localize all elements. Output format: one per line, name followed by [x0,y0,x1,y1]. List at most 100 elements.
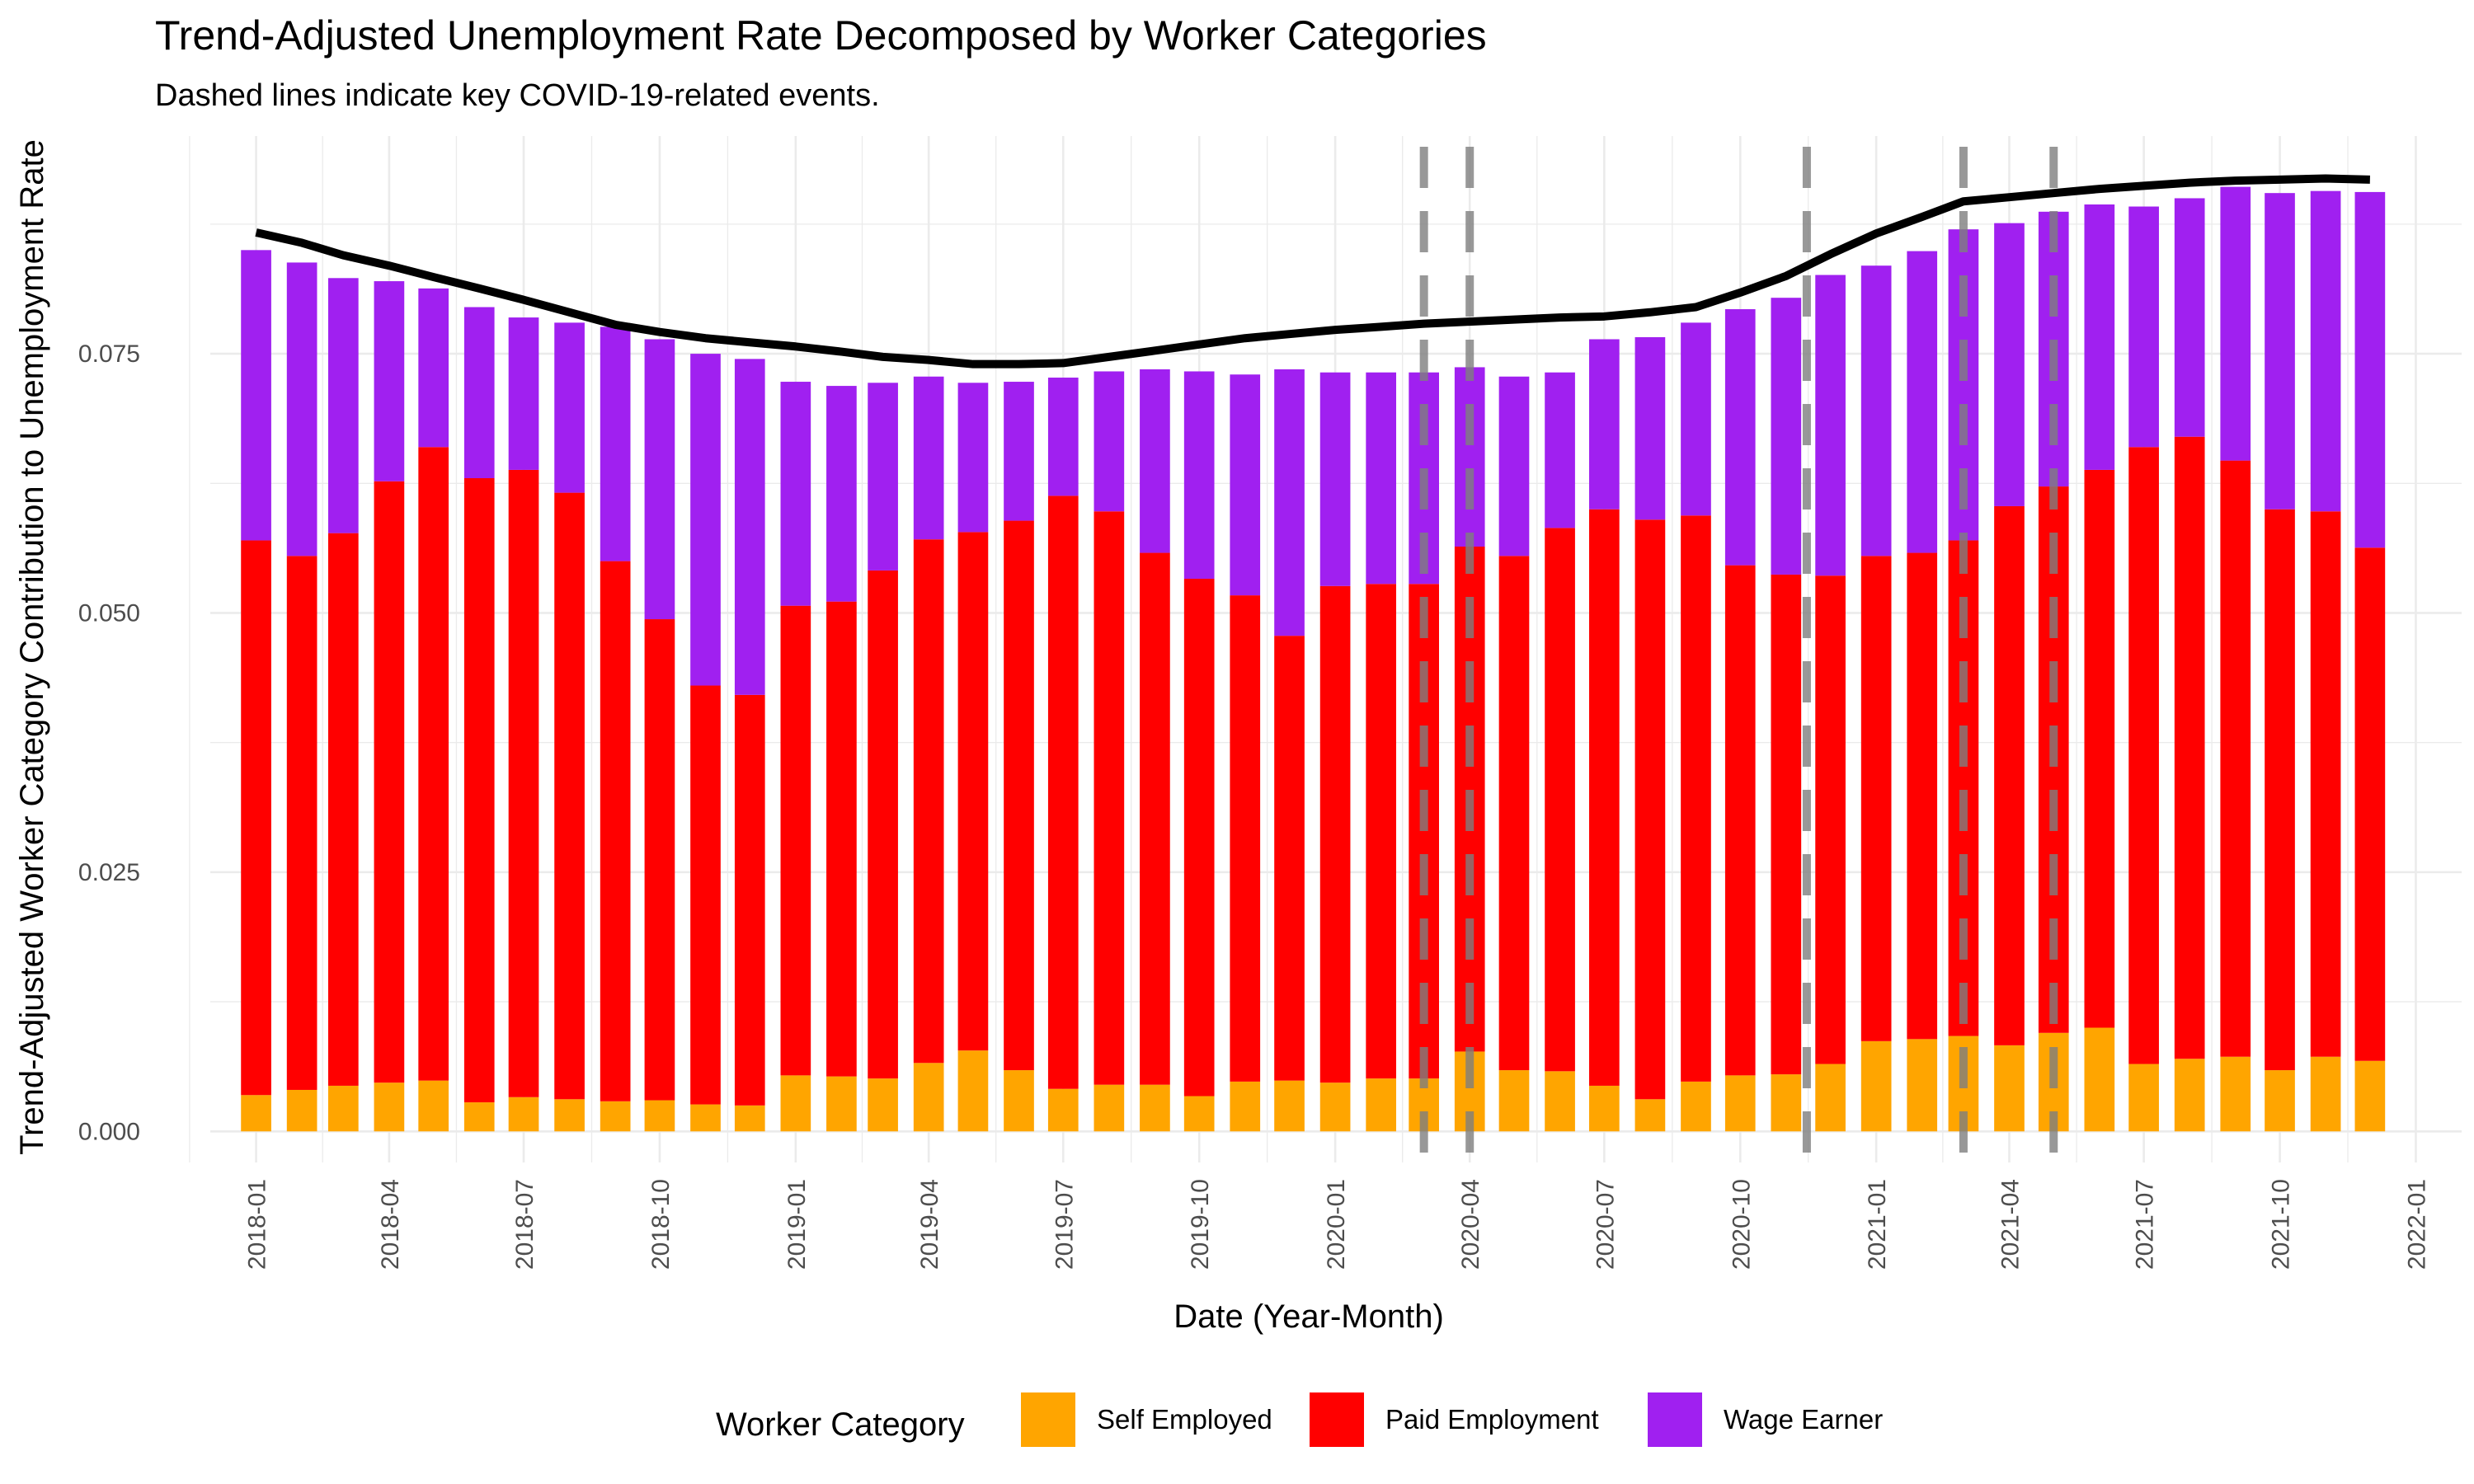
x-tick-label: 2019-07 [1051,1179,1078,1270]
x-tick-label: 2018-10 [647,1179,675,1270]
bar-self-employed [508,1097,539,1132]
bar-self-employed [1274,1080,1305,1132]
bar-paid-employment [600,561,631,1101]
bar-wage-earner [1366,372,1397,585]
y-tick-label: 0.025 [78,859,140,886]
bar-wage-earner [418,288,449,448]
x-tick-label: 2020-04 [1457,1179,1484,1270]
x-tick-label: 2019-04 [916,1179,943,1270]
x-tick-label: 2020-10 [1728,1179,1755,1270]
bar-self-employed [241,1095,271,1132]
x-tick-label: 2022-01 [2403,1179,2430,1270]
bar-wage-earner [2128,206,2159,448]
trend-line [255,174,2370,369]
chart-subtitle: Dashed lines indicate key COVID-19-relat… [155,78,880,113]
bar-wage-earner [644,339,675,620]
x-tick-label: 2021-01 [1864,1179,1891,1270]
bar-self-employed [1907,1039,1938,1132]
bar-wage-earner [826,386,857,602]
bar-paid-employment [1047,495,1079,1089]
x-tick-label: 2018-01 [244,1179,271,1270]
bar-self-employed [286,1089,317,1132]
bar-self-employed [1004,1070,1034,1132]
bar-wage-earner [327,278,359,533]
bar-self-employed [957,1050,989,1132]
bar-self-employed [1047,1088,1079,1132]
y-tick-label: 0.075 [78,340,140,368]
bar-self-employed [1724,1075,1756,1132]
bar-self-employed [1498,1070,1530,1132]
bar-paid-employment [2354,547,2386,1061]
bar-wage-earner [1545,372,1575,528]
bar-self-employed [2354,1060,2386,1132]
bar-wage-earner [241,250,271,541]
legend-title: Worker Category [716,1407,965,1443]
legend-key-wage-earner [1648,1392,1702,1447]
bar-self-employed [826,1076,857,1132]
bar-wage-earner [1907,251,1938,553]
bar-wage-earner [1140,369,1170,553]
bar-paid-employment [1589,509,1620,1086]
y-axis-title: Trend-Adjusted Worker Category Contribut… [14,139,50,1155]
trend-line-group [255,174,2370,369]
chart-title: Trend-Adjusted Unemployment Rate Decompo… [155,12,1487,59]
bar-paid-employment [1994,505,2025,1045]
bar-self-employed [418,1080,449,1132]
bar-paid-employment [1004,520,1034,1071]
bar-paid-employment [2265,509,2295,1071]
bar-wage-earner [913,376,944,540]
bar-wage-earner [1860,265,1892,556]
bar-self-employed [1183,1096,1215,1132]
bar-wage-earner [2310,190,2341,512]
bar-wage-earner [1094,371,1125,512]
bar-self-employed [2310,1056,2341,1132]
x-tick-label: 2021-10 [2268,1179,2295,1270]
bar-paid-employment [1094,511,1125,1085]
bar-self-employed [2128,1064,2159,1132]
bar-paid-employment [780,605,811,1076]
bar-paid-employment [1319,585,1351,1083]
bar-wage-earner [2220,186,2251,461]
bar-paid-employment [463,478,495,1103]
bar-paid-employment [1907,552,1938,1040]
bar-self-employed [1545,1071,1575,1132]
bar-paid-employment [2220,460,2251,1057]
bar-wage-earner [2084,204,2115,470]
bar-self-employed [1634,1099,1666,1132]
bar-self-employed [1140,1084,1170,1132]
bar-wage-earner [374,281,405,481]
bar-paid-employment [1724,565,1756,1076]
legend-label: Wage Earner [1724,1404,1883,1435]
bar-paid-employment [644,619,675,1101]
bar-paid-employment [2310,511,2341,1057]
bar-wage-earner [780,382,811,606]
bar-wage-earner [1724,309,1756,566]
bar-wage-earner [690,354,721,686]
bar-paid-employment [913,539,944,1064]
x-tick-label: 2019-10 [1187,1179,1214,1270]
bar-paid-employment [2174,436,2205,1059]
bar-self-employed [1771,1074,1802,1132]
bar-paid-employment [418,447,449,1081]
bar-wage-earner [1994,223,2025,506]
bar-paid-employment [1771,574,1802,1075]
bar-paid-employment [1274,636,1305,1081]
bar-wage-earner [1454,367,1485,547]
bar-self-employed [1994,1045,2025,1132]
bar-paid-employment [241,540,271,1096]
bar-self-employed [600,1101,631,1132]
bars [241,186,2386,1132]
bar-wage-earner [1230,374,1261,596]
bar-paid-employment [1183,578,1215,1097]
x-tick-label: 2020-01 [1323,1179,1350,1270]
bar-self-employed [554,1099,585,1132]
bar-paid-employment [1815,575,1846,1064]
bar-self-employed [734,1105,765,1132]
bar-self-employed [644,1100,675,1132]
bar-paid-employment [1634,519,1666,1100]
bar-paid-employment [1498,556,1530,1071]
bar-paid-employment [690,685,721,1105]
bar-paid-employment [327,533,359,1086]
bar-self-employed [1094,1084,1125,1132]
legend-label: Self Employed [1097,1404,1272,1435]
